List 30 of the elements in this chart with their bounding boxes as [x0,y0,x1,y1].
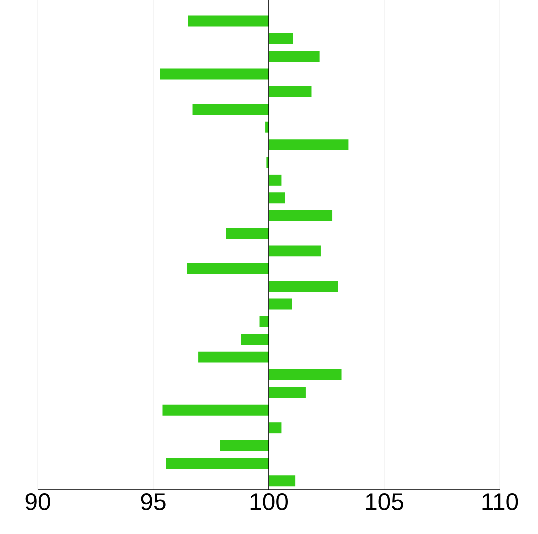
bar [269,387,306,398]
bar [269,422,282,434]
bar [162,404,269,416]
bar [166,458,269,469]
bar [269,174,282,186]
x-tick-label: 95 [141,494,166,510]
x-tick-label: 100 [250,494,288,510]
x-tick-label: 110 [482,494,518,510]
bar [226,228,269,239]
bar [192,104,269,116]
bar [269,370,342,380]
bar [260,316,269,328]
x-tick-label: 90 [26,494,50,510]
bar [269,298,292,310]
bar [269,210,333,222]
bar [269,281,338,292]
bar [160,68,269,80]
bar [269,33,294,44]
bar [241,334,269,346]
bar [269,51,320,62]
bar [269,246,321,257]
x-tick-label: 105 [366,494,404,510]
bar [188,16,269,27]
bar [269,476,296,487]
bar [269,140,349,151]
bar [198,352,269,363]
bar [269,192,286,204]
bar [186,263,269,274]
bar [269,86,312,98]
bar [220,440,269,452]
